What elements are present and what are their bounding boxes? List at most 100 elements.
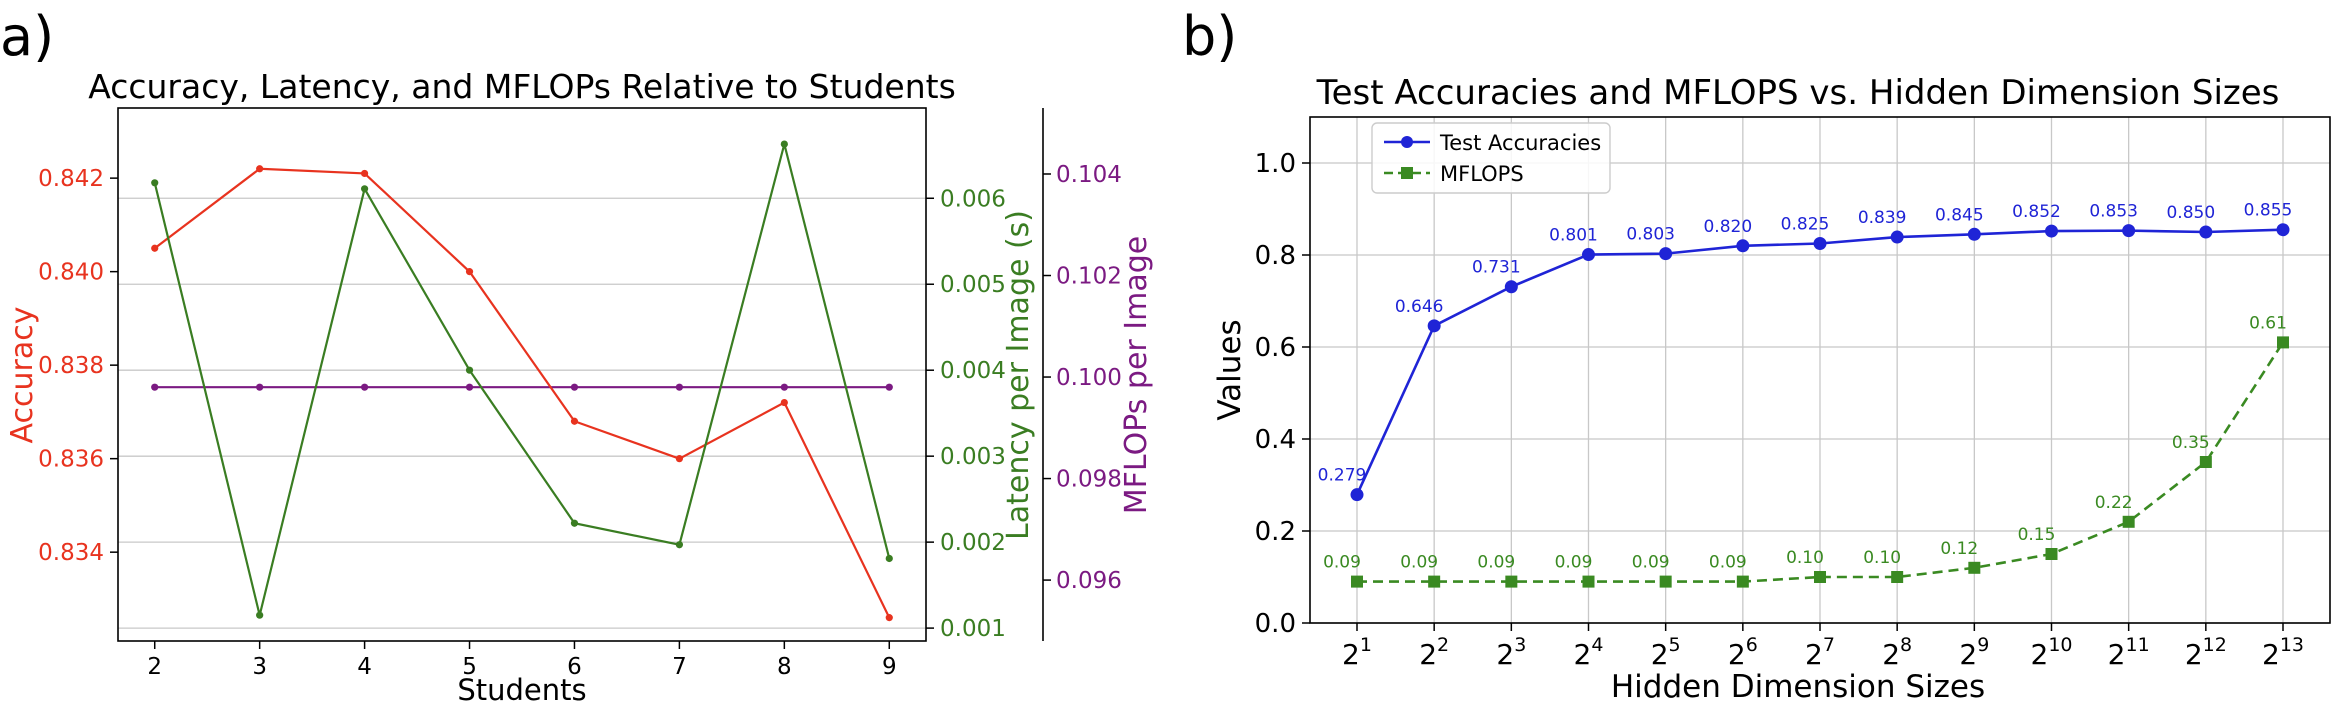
panel-a-plot-frame	[117, 107, 927, 642]
panel-b-mflops-data-label: 0.15	[2018, 525, 2056, 545]
panel-a-accuracy-tick-label: 0.838	[38, 353, 104, 379]
panel-b-mflops-point	[2122, 515, 2135, 528]
panel-b-accuracy-point	[2199, 225, 2213, 239]
panel-a-latency-point	[780, 140, 788, 148]
panel-b-x-tick-exponent: 8	[1900, 634, 1912, 656]
panel-a-accuracy-line	[154, 167, 891, 619]
panel-a-mflops-tick-label: 0.102	[1056, 264, 1122, 290]
panel-a-mflops-tick-label: 0.096	[1056, 568, 1122, 594]
panel-b-accuracy-point	[2122, 224, 2136, 238]
panel-b-x-tick-label: 29	[1959, 634, 1989, 671]
panel-b-x-tick-base: 2	[1805, 638, 1823, 671]
panel-a-x-tick-label: 4	[357, 654, 372, 680]
panel-a-latency-tick-label: 0.004	[940, 358, 1006, 384]
panel-b-y-tick-label: 0.0	[1255, 609, 1296, 639]
panel-b-x-axis-label: Hidden Dimension Sizes	[1611, 669, 1985, 705]
panel-a-accuracy-point	[360, 169, 369, 178]
panel-b-accuracy-data-label: 0.820	[1703, 217, 1752, 237]
panel-b-x-tick-base: 2	[1419, 638, 1437, 671]
panel-b-series: 0.279 0.646 0.731 0.801 0.803 0.820 0.825 0.839…	[1318, 201, 2292, 588]
panel-b-mflops-point	[1891, 571, 1904, 583]
panel-b-mflops-point	[1968, 561, 1981, 574]
panel-b-y-tick-label: 0.4	[1255, 425, 1296, 455]
panel-b-x-tick-label: 28	[1882, 634, 1912, 671]
legend-accuracy-label: Test Accuracies	[1439, 131, 1601, 155]
panel-a-mflops-point	[780, 383, 788, 391]
panel-b-x-tick-label: 212	[2185, 634, 2227, 671]
panel-b-accuracy-data-label: 0.839	[1858, 208, 1907, 228]
panel-a-mflops-point	[256, 383, 264, 391]
panel-a-x-tick-label: 5	[462, 654, 477, 680]
panel-a-accuracy-point	[151, 244, 159, 252]
panel-b-accuracy-point	[2045, 224, 2058, 238]
panel-b-mflops-point	[1582, 575, 1595, 588]
panel-b-accuracy-point	[1890, 230, 1904, 244]
panel-b-accuracy-point	[1582, 248, 1595, 262]
panel-b-x-tick-exponent: 12	[2203, 634, 2227, 656]
panel-b-x-tick-base: 2	[2030, 638, 2048, 671]
panel-b-y-tick-label: 0.2	[1255, 517, 1296, 547]
panel-a-title: Accuracy, Latency, and MFLOPs Relative t…	[88, 67, 956, 106]
panel-a-mflops-point	[570, 383, 579, 391]
panel-b-x-tick-base: 2	[2108, 638, 2126, 671]
panel-b-accuracy-point	[1350, 488, 1364, 502]
panel-b-accuracy-point	[1736, 239, 1750, 253]
panel-b-accuracy-point	[1504, 280, 1518, 294]
panel-a-x-tick-label: 2	[147, 654, 162, 680]
panel-b-accuracy-data-label: 0.803	[1626, 225, 1675, 245]
panel-a-mflops-point	[360, 383, 369, 391]
panel-b-x-tick-base: 2	[1882, 638, 1900, 671]
panel-b-x-tick-exponent: 9	[1977, 634, 1989, 656]
panel-b-x-tick-base: 2	[2185, 638, 2203, 671]
panel-a-latency-point	[570, 519, 579, 527]
panel-a-series	[151, 140, 893, 622]
legend-mflops-label: MFLOPS	[1440, 162, 1524, 186]
panel-b-accuracy-data-label: 0.853	[2089, 202, 2138, 222]
panel-b-accuracy-point	[1427, 319, 1441, 333]
panel-b-mflops-data-label: 0.10	[1863, 548, 1901, 568]
panel-b-label: b)	[1182, 5, 1237, 68]
panel-b-mflops-data-label: 0.09	[1555, 553, 1593, 573]
panel-b-x-tick-exponent: 4	[1591, 634, 1603, 656]
panel-a-latency-tick-label: 0.001	[940, 616, 1006, 642]
panel-b-mflops-data-label: 0.10	[1786, 548, 1824, 568]
panel-b-mflops-data-label: 0.09	[1709, 553, 1747, 573]
panel-b-x-tick-label: 27	[1805, 634, 1835, 671]
panel-b-mflops-data-label: 0.09	[1477, 553, 1515, 573]
panel-b-accuracy-point	[2276, 223, 2290, 237]
panel-a-mflops-point	[151, 383, 159, 391]
panel-b-mflops-point	[1351, 575, 1363, 588]
panel-a-accuracy-point	[256, 165, 264, 173]
panel-b-x-tick-label: 23	[1496, 634, 1526, 671]
panel-b-x-tick-label: 21	[1342, 634, 1372, 671]
panel-b-mflops-point	[1736, 575, 1749, 588]
panel-b-title: Test Accuracies and MFLOPS vs. Hidden Di…	[1316, 73, 2280, 113]
panel-b-accuracy-point	[1813, 237, 1827, 250]
panel-b-accuracy-data-label: 0.845	[1935, 205, 1984, 225]
legend-mflops-marker	[1401, 167, 1413, 179]
panel-b-mflops-point	[1814, 571, 1826, 583]
panel-b-accuracy-point	[1659, 247, 1673, 261]
panel-b-mflops-data-label: 0.09	[1400, 553, 1438, 573]
panel-a-accuracy-tick-label: 0.834	[38, 540, 104, 566]
panel-b-x-tick-base: 2	[1959, 638, 1977, 671]
panel-b-x-tick-exponent: 6	[1746, 634, 1758, 656]
panel-b-x-tick-exponent: 2	[1437, 634, 1449, 656]
panel-a-mflops-tick-label: 0.098	[1056, 467, 1122, 493]
panel-b-y-tick-label: 1.0	[1255, 149, 1296, 179]
panel-a-latency-ticks: 0.001 0.002 0.003 0.004 0.005 0.006	[926, 186, 1006, 642]
panel-b-x-tick-label: 213	[2262, 634, 2304, 671]
panel-a-latency-tick-label: 0.005	[940, 272, 1006, 298]
panel-a-latency-point	[256, 611, 264, 619]
panel-b-x-tick-base: 2	[1496, 638, 1514, 671]
panel-b-mflops-point	[2199, 456, 2212, 468]
panel-a-mflops-tick-label: 0.100	[1056, 365, 1122, 391]
panel-b-mflops-data-label: 0.61	[2249, 313, 2287, 333]
panel-b-x-tick-exponent: 10	[2048, 634, 2072, 656]
panel-a-mflops-point	[465, 383, 474, 391]
panel-b-mflops-point	[1659, 575, 1672, 588]
panel-a-latency-point	[675, 541, 684, 549]
panel-b-mflops-point	[1505, 575, 1518, 588]
panel-b: b) Test Accuracies and MFLOPS vs. Hidden…	[1182, 5, 2331, 705]
